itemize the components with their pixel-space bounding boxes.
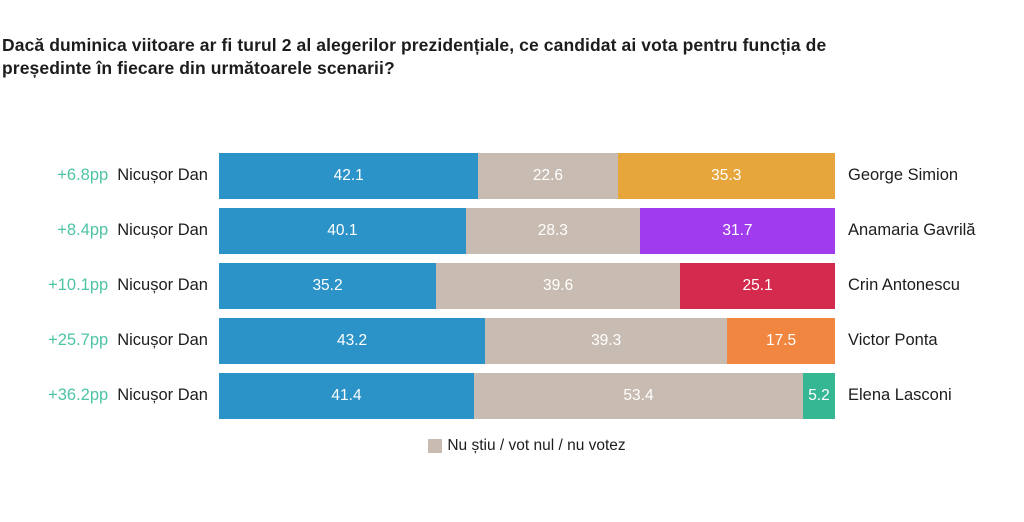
bar-segment-opponent: 25.1 bbox=[680, 262, 835, 309]
opponent-candidate-label: Crin Antonescu bbox=[848, 276, 960, 295]
bar-segment-opponent: 17.5 bbox=[727, 317, 835, 364]
bar-segment-nicusor-dan: 40.1 bbox=[219, 207, 466, 254]
opponent-candidate-label: George Simion bbox=[848, 166, 959, 185]
stacked-bar: 43.2 39.3 17.5 bbox=[219, 317, 835, 364]
segment-value-label: 22.6 bbox=[532, 166, 564, 184]
bar-segment-undecided: 53.4 bbox=[474, 372, 803, 419]
bar-segment-nicusor-dan: 43.2 bbox=[219, 317, 486, 364]
row-left-label: +36.2pp Nicușor Dan bbox=[0, 386, 219, 405]
segment-value-label: 35.2 bbox=[312, 276, 343, 294]
bar-segment-undecided: 39.3 bbox=[485, 317, 728, 364]
stacked-bar-chart: +6.8pp Nicușor Dan 42.1 22.6 35.3 George… bbox=[0, 152, 1024, 419]
legend-swatch-undecided bbox=[428, 438, 443, 453]
segment-value-label: 53.4 bbox=[623, 386, 654, 404]
lead-margin-label: +36.2pp bbox=[48, 386, 109, 405]
chart-row: +36.2pp Nicușor Dan 41.4 53.4 5.2 Elena … bbox=[0, 372, 1024, 419]
segment-value-label: 40.1 bbox=[327, 221, 358, 239]
lead-margin-label: +8.4pp bbox=[57, 221, 109, 240]
lead-margin-label: +25.7pp bbox=[48, 331, 109, 350]
stacked-bar: 35.2 39.6 25.1 bbox=[219, 262, 835, 309]
bar-segment-opponent: 35.3 bbox=[617, 152, 835, 199]
chart-row: +8.4pp Nicușor Dan 40.1 28.3 31.7 Anamar… bbox=[0, 207, 1024, 254]
bar-segment-nicusor-dan: 35.2 bbox=[219, 262, 437, 309]
segment-value-label: 35.3 bbox=[711, 166, 742, 184]
opponent-candidate-label: Elena Lasconi bbox=[848, 386, 952, 405]
row-left-label: +8.4pp Nicușor Dan bbox=[0, 221, 219, 240]
stacked-bar: 42.1 22.6 35.3 bbox=[219, 152, 835, 199]
segment-value-label: 41.4 bbox=[331, 386, 362, 404]
chart-row: +6.8pp Nicușor Dan 42.1 22.6 35.3 George… bbox=[0, 152, 1024, 199]
chart-row: +25.7pp Nicușor Dan 43.2 39.3 17.5 Victo… bbox=[0, 317, 1024, 364]
bar-segment-undecided: 28.3 bbox=[465, 207, 640, 254]
stacked-bar: 41.4 53.4 5.2 bbox=[219, 372, 835, 419]
segment-value-label: 17.5 bbox=[766, 331, 797, 349]
opponent-candidate-label: Victor Ponta bbox=[848, 331, 938, 350]
segment-value-label: 28.3 bbox=[537, 221, 568, 239]
row-left-label: +6.8pp Nicușor Dan bbox=[0, 166, 219, 185]
row-left-label: +10.1pp Nicușor Dan bbox=[0, 276, 219, 295]
left-candidate-label: Nicușor Dan bbox=[117, 221, 208, 240]
left-candidate-label: Nicușor Dan bbox=[117, 276, 208, 295]
left-candidate-label: Nicușor Dan bbox=[117, 331, 208, 350]
chart-title: Dacă duminica viitoare ar fi turul 2 al … bbox=[2, 35, 827, 79]
lead-margin-label: +10.1pp bbox=[48, 276, 109, 295]
bar-segment-opponent: 5.2 bbox=[802, 372, 835, 419]
chart-row: +10.1pp Nicușor Dan 35.2 39.6 25.1 Crin … bbox=[0, 262, 1024, 309]
bar-segment-nicusor-dan: 42.1 bbox=[219, 152, 479, 199]
segment-value-label: 43.2 bbox=[336, 331, 368, 349]
chart-legend: Nu știu / vot nul / nu votez bbox=[219, 437, 835, 455]
opponent-candidate-label: Anamaria Gavrilă bbox=[848, 221, 976, 240]
left-candidate-label: Nicușor Dan bbox=[117, 166, 208, 185]
segment-value-label: 31.7 bbox=[722, 221, 753, 239]
row-left-label: +25.7pp Nicușor Dan bbox=[0, 331, 219, 350]
bar-segment-opponent: 31.7 bbox=[639, 207, 835, 254]
stacked-bar: 40.1 28.3 31.7 bbox=[219, 207, 835, 254]
lead-margin-label: +6.8pp bbox=[57, 166, 109, 185]
segment-value-label: 42.1 bbox=[333, 166, 364, 184]
bar-segment-undecided: 22.6 bbox=[478, 152, 618, 199]
segment-value-label: 5.2 bbox=[808, 386, 830, 404]
bar-segment-nicusor-dan: 41.4 bbox=[219, 372, 475, 419]
segment-value-label: 25.1 bbox=[742, 276, 773, 294]
left-candidate-label: Nicușor Dan bbox=[117, 386, 208, 405]
legend-label-undecided: Nu știu / vot nul / nu votez bbox=[447, 436, 626, 454]
bar-segment-undecided: 39.6 bbox=[436, 262, 681, 309]
segment-value-label: 39.6 bbox=[543, 276, 574, 294]
segment-value-label: 39.3 bbox=[591, 331, 622, 349]
